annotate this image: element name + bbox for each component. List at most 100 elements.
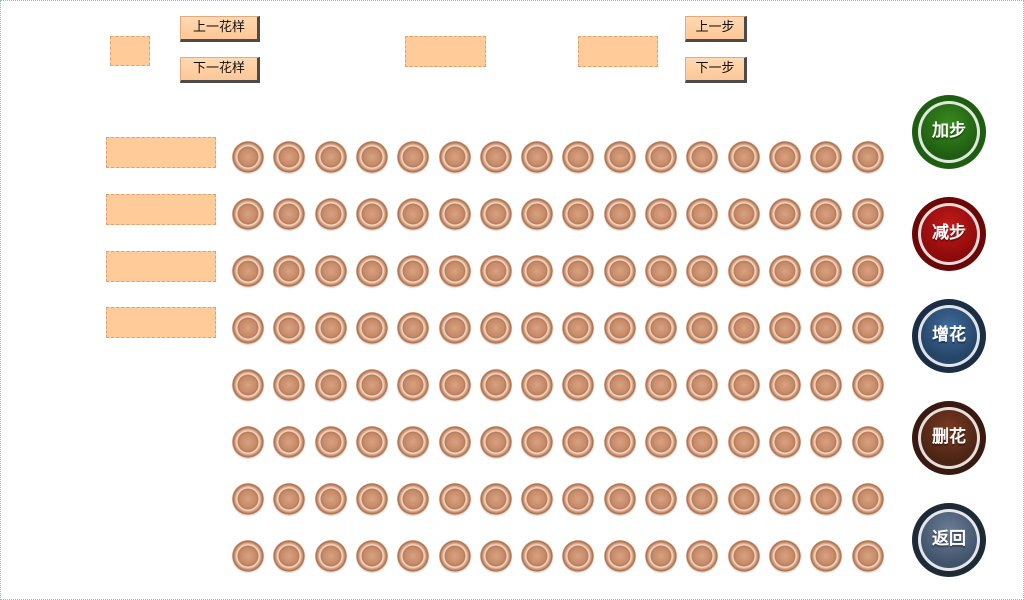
bead-button[interactable] (769, 426, 801, 458)
bead-button[interactable] (521, 369, 553, 401)
next-step-button[interactable]: 下一步 (685, 57, 747, 83)
next-pattern-button[interactable]: 下一花样 (180, 57, 260, 83)
bead-button[interactable] (273, 312, 305, 344)
bead-button[interactable] (769, 483, 801, 515)
bead-button[interactable] (604, 141, 636, 173)
bead-button[interactable] (397, 426, 429, 458)
bead-button[interactable] (521, 141, 553, 173)
bead-button[interactable] (273, 369, 305, 401)
bead-button[interactable] (480, 426, 512, 458)
bead-button[interactable] (686, 255, 718, 287)
bead-button[interactable] (810, 198, 842, 230)
bead-button[interactable] (439, 255, 471, 287)
bead-button[interactable] (521, 483, 553, 515)
bead-button[interactable] (480, 312, 512, 344)
bead-button[interactable] (728, 426, 760, 458)
bead-button[interactable] (480, 540, 512, 572)
bead-button[interactable] (273, 141, 305, 173)
bead-button[interactable] (232, 312, 264, 344)
bead-button[interactable] (480, 141, 512, 173)
bead-button[interactable] (686, 198, 718, 230)
bead-button[interactable] (273, 483, 305, 515)
bead-button[interactable] (604, 426, 636, 458)
bead-button[interactable] (356, 540, 388, 572)
bead-button[interactable] (397, 540, 429, 572)
bead-button[interactable] (645, 426, 677, 458)
bead-button[interactable] (356, 369, 388, 401)
bead-button[interactable] (604, 483, 636, 515)
bead-button[interactable] (439, 312, 471, 344)
step-number-field[interactable] (578, 36, 658, 67)
pattern-number-field[interactable] (110, 36, 150, 66)
bead-button[interactable] (604, 255, 636, 287)
bead-button[interactable] (356, 255, 388, 287)
bead-button[interactable] (521, 540, 553, 572)
bead-button[interactable] (521, 426, 553, 458)
back-button[interactable]: 返回 (912, 503, 986, 577)
bead-button[interactable] (315, 426, 347, 458)
bead-button[interactable] (315, 255, 347, 287)
bead-button[interactable] (810, 426, 842, 458)
bead-button[interactable] (356, 198, 388, 230)
bead-button[interactable] (852, 198, 884, 230)
bead-button[interactable] (769, 312, 801, 344)
bead-button[interactable] (439, 141, 471, 173)
bead-button[interactable] (728, 141, 760, 173)
bead-button[interactable] (356, 426, 388, 458)
bead-button[interactable] (769, 255, 801, 287)
bead-button[interactable] (562, 483, 594, 515)
bead-button[interactable] (810, 255, 842, 287)
bead-button[interactable] (232, 540, 264, 572)
add-step-button[interactable]: 加步 (912, 95, 986, 169)
bead-button[interactable] (645, 540, 677, 572)
bead-button[interactable] (232, 483, 264, 515)
bead-button[interactable] (604, 540, 636, 572)
param-field-1[interactable] (106, 137, 216, 168)
bead-button[interactable] (273, 255, 305, 287)
bead-button[interactable] (728, 540, 760, 572)
bead-button[interactable] (645, 141, 677, 173)
bead-button[interactable] (562, 255, 594, 287)
bead-button[interactable] (439, 540, 471, 572)
bead-button[interactable] (232, 141, 264, 173)
bead-button[interactable] (728, 369, 760, 401)
bead-button[interactable] (686, 141, 718, 173)
bead-button[interactable] (728, 198, 760, 230)
bead-button[interactable] (645, 255, 677, 287)
bead-button[interactable] (686, 369, 718, 401)
bead-button[interactable] (232, 198, 264, 230)
bead-button[interactable] (769, 540, 801, 572)
bead-button[interactable] (397, 369, 429, 401)
bead-button[interactable] (273, 540, 305, 572)
param-field-4[interactable] (106, 307, 216, 338)
bead-button[interactable] (480, 483, 512, 515)
bead-button[interactable] (521, 198, 553, 230)
bead-button[interactable] (480, 369, 512, 401)
param-field-2[interactable] (106, 194, 216, 225)
bead-button[interactable] (810, 312, 842, 344)
bead-button[interactable] (480, 198, 512, 230)
bead-button[interactable] (562, 141, 594, 173)
bead-button[interactable] (397, 141, 429, 173)
bead-button[interactable] (728, 312, 760, 344)
bead-button[interactable] (686, 483, 718, 515)
bead-button[interactable] (769, 369, 801, 401)
bead-button[interactable] (810, 369, 842, 401)
bead-button[interactable] (562, 198, 594, 230)
bead-button[interactable] (356, 483, 388, 515)
bead-button[interactable] (439, 369, 471, 401)
bead-button[interactable] (273, 426, 305, 458)
bead-button[interactable] (397, 198, 429, 230)
bead-button[interactable] (397, 483, 429, 515)
bead-button[interactable] (315, 483, 347, 515)
bead-button[interactable] (562, 369, 594, 401)
bead-button[interactable] (356, 312, 388, 344)
bead-button[interactable] (480, 255, 512, 287)
bead-button[interactable] (562, 426, 594, 458)
bead-button[interactable] (852, 312, 884, 344)
bead-button[interactable] (397, 255, 429, 287)
param-field-3[interactable] (106, 251, 216, 282)
bead-button[interactable] (604, 369, 636, 401)
bead-button[interactable] (852, 483, 884, 515)
bead-button[interactable] (439, 483, 471, 515)
